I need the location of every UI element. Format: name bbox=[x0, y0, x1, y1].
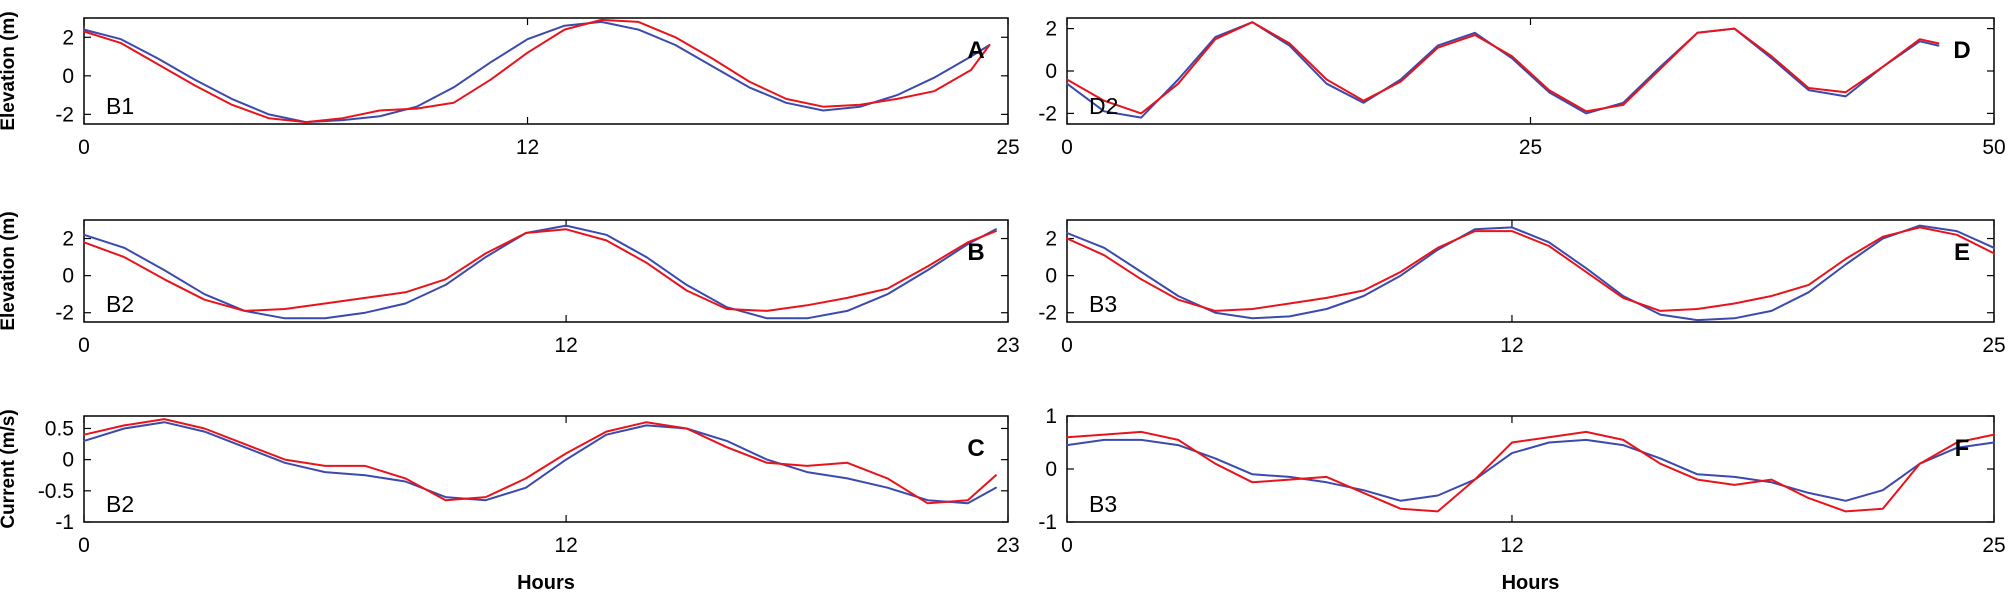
plot-frame bbox=[1066, 219, 1995, 323]
panel-letter: A bbox=[967, 37, 984, 64]
y-tick-label: 0.5 bbox=[45, 417, 74, 440]
y-axis-label: Elevation (m) bbox=[0, 211, 19, 330]
x-tick-label: 12 bbox=[516, 136, 539, 159]
station-label: B3 bbox=[1089, 491, 1117, 517]
y-tick-label: -1 bbox=[1038, 511, 1057, 534]
x-tick-label: 0 bbox=[1061, 136, 1073, 159]
x-tick-label: 25 bbox=[1982, 534, 2005, 557]
y-tick-label: -2 bbox=[1038, 102, 1057, 125]
y-tick-label: 0 bbox=[1045, 265, 1057, 288]
series-line-red bbox=[83, 418, 997, 505]
x-tick-label: 50 bbox=[1982, 136, 2005, 159]
plot-frame bbox=[83, 415, 1009, 523]
x-tick-label: 12 bbox=[554, 334, 577, 357]
x-tick-label: 23 bbox=[996, 334, 1019, 357]
plot-frame bbox=[83, 17, 1009, 125]
x-tick-label: 0 bbox=[1061, 534, 1073, 557]
y-tick-label: 0 bbox=[62, 449, 74, 472]
series-line-red bbox=[83, 18, 991, 124]
series-line-red bbox=[83, 228, 997, 312]
panel-e: 0 12 25-202 EB3 bbox=[1038, 219, 2006, 357]
y-axis-label: Elevation (m) bbox=[0, 11, 19, 130]
y-tick-label: -0.5 bbox=[38, 480, 74, 503]
x-tick-label: 0 bbox=[1061, 334, 1073, 357]
station-label: B2 bbox=[106, 291, 134, 317]
y-tick-label: 2 bbox=[1045, 228, 1057, 251]
plot-frame bbox=[1066, 415, 1995, 523]
series-line-blue bbox=[1066, 21, 1940, 119]
x-axis-label: Hours bbox=[1502, 572, 1560, 593]
series-line-blue bbox=[83, 20, 991, 124]
y-axis-label: Current (m/s) bbox=[0, 409, 19, 528]
y-tick-label: 2 bbox=[1045, 18, 1057, 41]
y-tick-label: 0 bbox=[1045, 60, 1057, 83]
x-tick-label: 0 bbox=[78, 136, 90, 159]
station-label: B3 bbox=[1089, 291, 1117, 317]
panel-c: 0 12 23 -1 -0.5 0 0.5 C B2 Current (m/s) Hours bbox=[0, 409, 1020, 593]
x-tick-label: 12 bbox=[1500, 534, 1523, 557]
x-tick-label: 0 bbox=[78, 334, 90, 357]
y-tick-label: 0 bbox=[62, 65, 74, 88]
x-tick-label: 25 bbox=[1982, 334, 2005, 357]
panel-letter: B bbox=[967, 239, 984, 266]
x-tick-label: 23 bbox=[996, 534, 1019, 557]
series-line-red bbox=[1066, 430, 1995, 513]
panel-letter: F bbox=[1955, 435, 1970, 462]
series-line-blue bbox=[1066, 438, 1995, 502]
station-label: B1 bbox=[106, 93, 134, 119]
station-label: B2 bbox=[106, 491, 134, 517]
y-tick-label: 0 bbox=[1045, 458, 1057, 481]
plot-frame bbox=[83, 219, 1009, 323]
y-tick-label: -1 bbox=[55, 511, 74, 534]
y-tick-label: 2 bbox=[62, 228, 74, 251]
series-line-red bbox=[1066, 21, 1940, 115]
y-tick-label: -2 bbox=[1038, 302, 1057, 325]
y-tick-label: 2 bbox=[62, 26, 74, 49]
series-line-blue bbox=[83, 421, 997, 505]
y-tick-label: -2 bbox=[55, 302, 74, 325]
panel-letter: D bbox=[1953, 37, 1970, 64]
series-line-blue bbox=[1066, 224, 1995, 322]
plot-frame bbox=[1066, 17, 1995, 125]
x-tick-label: 25 bbox=[1519, 136, 1542, 159]
x-axis-label: Hours bbox=[517, 572, 575, 593]
x-tick-label: 0 bbox=[78, 534, 90, 557]
y-tick-label: 0 bbox=[62, 265, 74, 288]
y-tick-label: 1 bbox=[1045, 405, 1057, 428]
panel-letter: E bbox=[1954, 239, 1970, 266]
station-label: D2 bbox=[1089, 93, 1118, 119]
x-tick-label: 12 bbox=[554, 534, 577, 557]
series-line-red bbox=[1066, 226, 1995, 312]
panel-letter: C bbox=[967, 435, 984, 462]
x-tick-label: 12 bbox=[1500, 334, 1523, 357]
y-tick-label: -2 bbox=[55, 103, 74, 126]
x-tick-label: 25 bbox=[996, 136, 1019, 159]
